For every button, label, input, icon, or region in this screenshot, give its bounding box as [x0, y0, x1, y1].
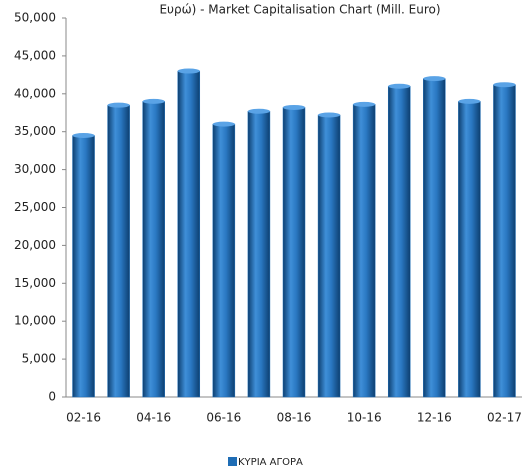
bar-top: [458, 98, 481, 104]
x-tick-label: 04-16: [136, 411, 171, 425]
bar-top: [353, 101, 376, 107]
x-tick-label: 08-16: [277, 411, 312, 425]
bar: [317, 114, 341, 398]
bar-top: [493, 82, 516, 88]
y-tick-label: 15,000: [14, 276, 56, 290]
bar-top: [318, 112, 341, 118]
bar: [423, 78, 446, 398]
x-tick-label: 02-16: [66, 411, 101, 425]
bar-top: [107, 102, 130, 108]
y-tick-label: 10,000: [14, 314, 56, 328]
bar: [107, 104, 130, 398]
bar-top: [142, 98, 165, 104]
bar: [142, 101, 165, 398]
bar-top: [177, 68, 200, 74]
y-tick-label: 30,000: [14, 162, 56, 176]
y-tick-label: 5,000: [22, 352, 56, 366]
bar: [72, 135, 95, 398]
y-tick-label: 20,000: [14, 238, 56, 252]
x-tick-label: 10-16: [347, 411, 382, 425]
bar: [247, 110, 271, 398]
bar-top: [212, 121, 235, 127]
bar-top: [388, 83, 411, 89]
y-tick-label: 0: [48, 390, 56, 404]
bar-top: [283, 104, 305, 110]
bar: [212, 123, 236, 398]
legend-label: ΚΥΡΙΑ ΑΓΟΡΑ: [238, 457, 303, 468]
x-tick-label: 12-16: [417, 411, 452, 425]
bar: [458, 101, 481, 398]
y-tick-label: 35,000: [14, 124, 56, 138]
bar-top: [423, 76, 446, 82]
bar-top: [247, 108, 270, 114]
y-tick-label: 25,000: [14, 200, 56, 214]
chart-title: Ευρώ) - Market Capitalisation Chart (Mil…: [159, 3, 440, 17]
y-tick-label: 40,000: [14, 86, 56, 100]
legend-swatch: [228, 457, 237, 466]
y-tick-label: 45,000: [14, 48, 56, 62]
bar: [352, 104, 376, 398]
bar: [493, 84, 516, 398]
y-tick-label: 50,000: [14, 11, 56, 25]
bar: [282, 107, 306, 398]
bar: [387, 85, 411, 398]
x-tick-label: 02-17: [487, 411, 522, 425]
x-tick-label: 06-16: [206, 411, 241, 425]
bar: [177, 70, 201, 398]
bar-top: [72, 132, 95, 138]
